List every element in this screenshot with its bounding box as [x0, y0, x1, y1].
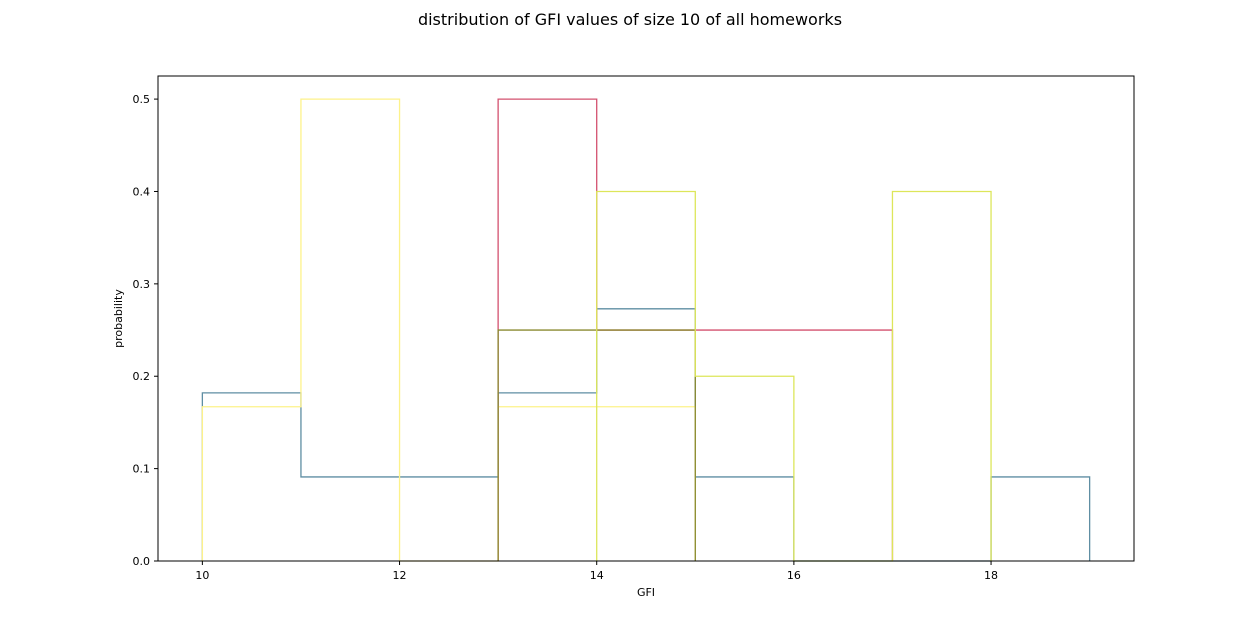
x-axis-label: GFI [637, 586, 655, 599]
y-axis-label: probability [112, 289, 125, 348]
x-tick-label: 12 [393, 569, 407, 582]
y-tick-label: 0.1 [133, 463, 151, 476]
y-tick-label: 0.0 [133, 555, 151, 568]
x-tick-label: 16 [787, 569, 801, 582]
plot-frame [157, 75, 1135, 562]
y-tick-label: 0.3 [133, 278, 151, 291]
histogram-series-1 [201, 308, 1091, 562]
x-tick-label: 18 [984, 569, 998, 582]
x-axis: 10 12 14 16 18 [195, 561, 998, 582]
series-layer [201, 98, 1091, 562]
y-tick-label: 0.4 [133, 185, 151, 198]
chart-title: distribution of GFI values of size 10 of… [418, 10, 842, 29]
x-tick-label: 10 [195, 569, 209, 582]
y-tick-label: 0.2 [133, 370, 151, 383]
histogram-series-5 [596, 190, 992, 562]
y-tick-label: 0.5 [133, 93, 151, 106]
x-tick-label: 14 [590, 569, 604, 582]
y-axis: 0.0 0.1 0.2 0.3 0.4 0.5 [133, 93, 158, 568]
